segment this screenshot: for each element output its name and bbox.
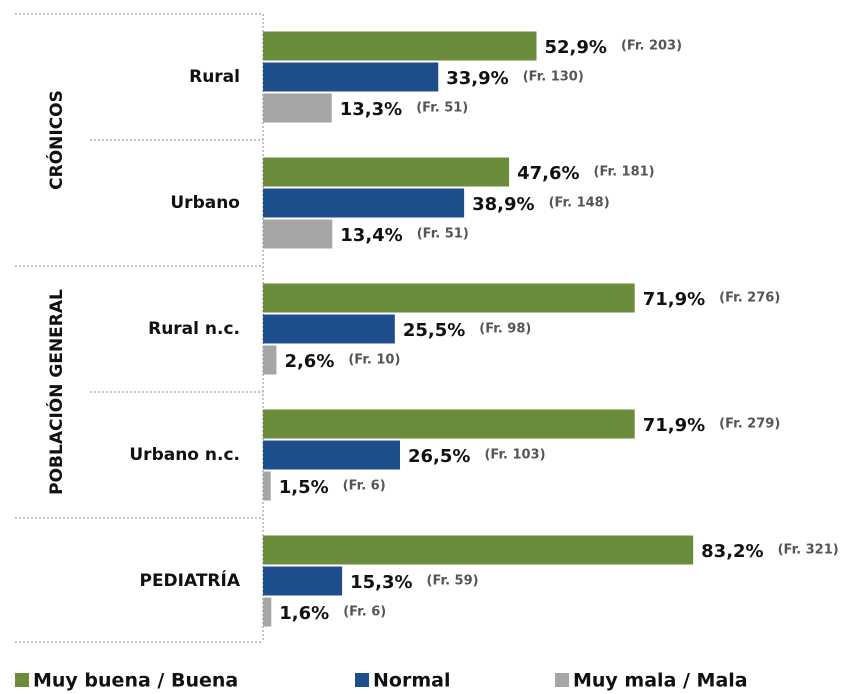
bar	[263, 62, 439, 92]
value-label: 83,2%	[701, 541, 763, 562]
legend-swatch	[15, 673, 29, 687]
bar	[263, 219, 333, 249]
category-label: Urbano n.c.	[129, 445, 240, 465]
group-label: POBLACIÓN GENERAL	[45, 289, 67, 495]
freq-label: (Fr. 59)	[427, 574, 479, 589]
bar	[263, 409, 635, 439]
value-label: 13,4%	[340, 225, 402, 246]
freq-label: (Fr. 130)	[523, 70, 584, 85]
bar	[263, 566, 343, 596]
legend-label: Muy mala / Mala	[573, 670, 748, 692]
bar	[263, 31, 537, 61]
legend-label: Muy buena / Buena	[33, 670, 238, 692]
category-label: PEDIATRÍA	[139, 569, 240, 591]
value-label: 47,6%	[517, 163, 579, 184]
value-label: 33,9%	[446, 68, 508, 89]
legend-swatch	[555, 673, 569, 687]
freq-label: (Fr. 321)	[778, 543, 839, 558]
category-label: Rural	[189, 67, 240, 87]
freq-label: (Fr. 181)	[594, 165, 655, 180]
freq-label: (Fr. 103)	[484, 448, 545, 463]
value-label: 1,6%	[279, 603, 329, 624]
freq-label: (Fr. 148)	[549, 196, 610, 211]
bar	[263, 314, 395, 344]
category-label: Rural n.c.	[148, 319, 240, 339]
legend-swatch	[355, 673, 369, 687]
freq-label: (Fr. 10)	[348, 353, 400, 368]
freq-label: (Fr. 6)	[343, 605, 386, 620]
freq-label: (Fr. 98)	[479, 322, 531, 337]
freq-label: (Fr. 203)	[621, 39, 682, 54]
group-label: CRÓNICOS	[45, 90, 67, 190]
value-label: 38,9%	[472, 194, 534, 215]
bar	[263, 345, 277, 375]
value-label: 71,9%	[643, 415, 705, 436]
legend-label: Normal	[373, 670, 450, 692]
freq-label: (Fr. 6)	[343, 479, 386, 494]
freq-label: (Fr. 51)	[416, 101, 468, 116]
bar	[263, 440, 401, 470]
value-label: 71,9%	[643, 289, 705, 310]
value-label: 1,5%	[279, 477, 329, 498]
category-label: Urbano	[170, 193, 240, 213]
bar	[263, 157, 510, 187]
value-label: 2,6%	[284, 351, 334, 372]
value-label: 13,3%	[340, 99, 402, 120]
value-label: 25,5%	[403, 320, 465, 341]
bar	[263, 283, 635, 313]
value-label: 52,9%	[544, 37, 606, 58]
bar	[263, 597, 272, 627]
value-label: 15,3%	[350, 572, 412, 593]
value-label: 26,5%	[408, 446, 470, 467]
freq-label: (Fr. 279)	[719, 417, 780, 432]
bar	[263, 535, 694, 565]
bar	[263, 93, 332, 123]
bar	[263, 188, 465, 218]
freq-label: (Fr. 51)	[417, 227, 469, 242]
bar	[263, 471, 271, 501]
freq-label: (Fr. 276)	[719, 291, 780, 306]
